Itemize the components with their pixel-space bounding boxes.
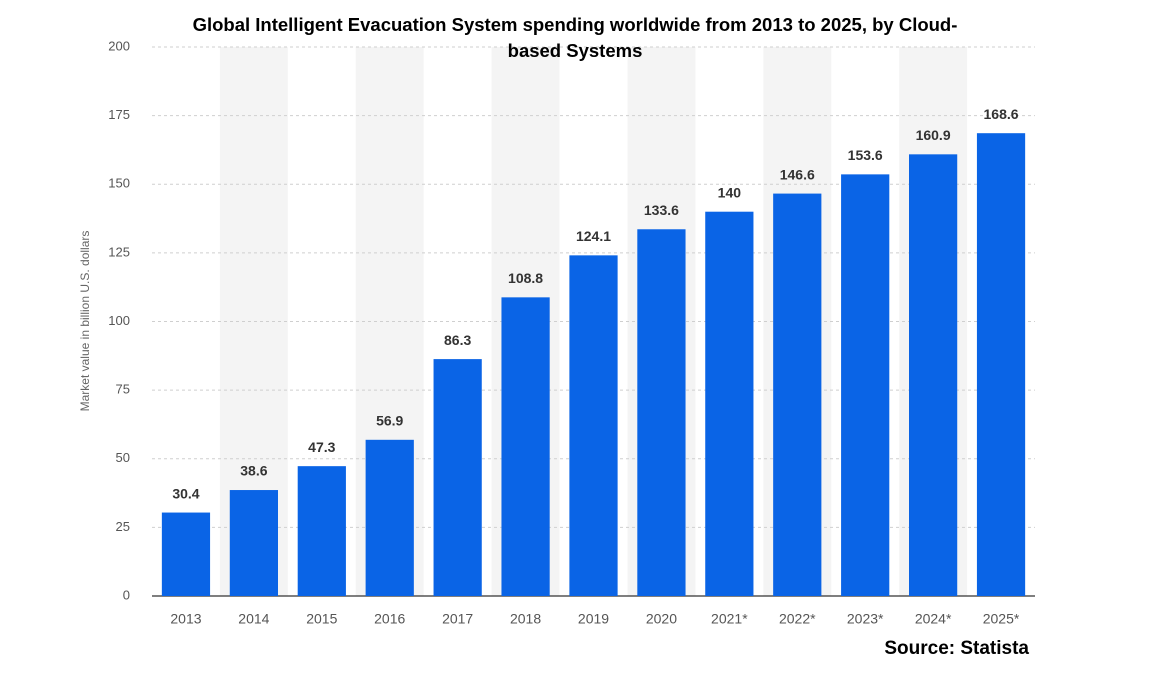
value-label: 47.3 [308,439,335,455]
source: Source: Statista [884,638,1029,659]
y-axis-label: Market value in billion U.S. dollars [78,231,92,412]
x-tick-label: 2024* [915,611,952,627]
bar [637,229,686,596]
y-tick-label: 175 [108,107,130,122]
bar [773,193,822,596]
bar [909,154,958,596]
bar [501,297,550,596]
y-tick-label: 75 [116,382,130,397]
x-tick-label: 2022* [779,611,816,627]
value-label: 86.3 [444,332,471,348]
bar [976,133,1026,596]
value-label: 124.1 [576,228,611,244]
x-tick-label: 2023* [847,611,884,627]
y-tick-label: 125 [108,244,130,259]
y-tick-label: 50 [116,450,130,465]
x-tick-label: 2017 [442,611,473,627]
y-tick-label: 200 [108,38,130,53]
bar [705,211,754,596]
x-tick-label: 2018 [510,611,541,627]
value-label: 108.8 [508,270,543,286]
x-tick-label: 2021* [711,611,748,627]
value-label: 168.6 [984,106,1019,122]
bar [569,255,618,596]
value-label: 146.6 [780,166,815,182]
y-tick-label: 25 [116,519,130,534]
value-label: 38.6 [240,463,267,479]
chart-title: Global Intelligent Evacuation System spe… [192,14,958,61]
x-tick-label: 2019 [578,611,609,627]
bar [433,359,482,596]
x-tick-label: 2014 [238,611,269,627]
x-tick-label: 2015 [306,611,337,627]
value-label: 153.6 [848,147,883,163]
y-tick-label: 0 [123,587,130,602]
y-tick-label: 100 [108,313,130,328]
value-label: 160.9 [916,127,951,143]
x-tick-label: 2020 [646,611,677,627]
value-label: 30.4 [172,485,199,501]
value-label: 56.9 [376,413,403,429]
x-tick-label: 2013 [170,611,201,627]
value-label: 140 [718,184,742,200]
bar [841,174,890,597]
value-label: 133.6 [644,202,679,218]
bar [161,512,211,596]
bar [297,466,346,596]
bar [229,490,278,596]
y-tick-label: 150 [108,176,130,191]
x-tick-label: 2016 [374,611,405,627]
x-tick-label: 2025* [983,611,1020,627]
bar [365,439,414,596]
